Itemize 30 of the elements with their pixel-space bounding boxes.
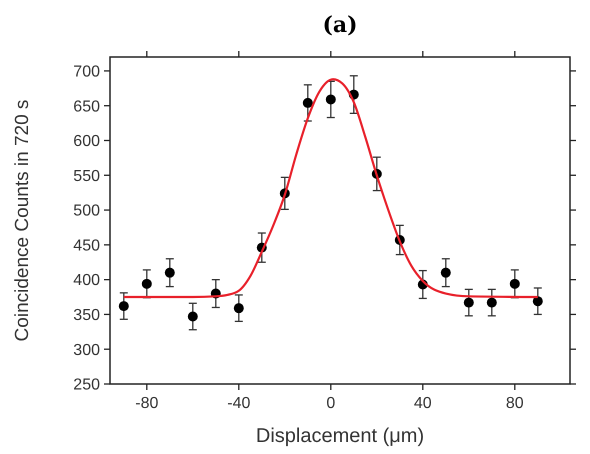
point — [532, 296, 543, 306]
y-tick-label: 550 — [73, 168, 100, 185]
y-tick-label: 600 — [73, 133, 100, 150]
y-tick-label: 350 — [73, 307, 100, 324]
y-tick-label: 400 — [73, 272, 100, 290]
point — [234, 303, 244, 314]
y-tick-label: 500 — [73, 202, 100, 220]
point — [302, 98, 313, 108]
y-tick-label: 650 — [73, 98, 100, 116]
point — [510, 278, 520, 289]
point — [118, 301, 129, 312]
y-tick-label: 250 — [73, 376, 100, 394]
x-tick-label: 0 — [326, 395, 336, 412]
point — [326, 94, 336, 104]
point — [440, 268, 451, 278]
point — [142, 278, 152, 289]
point — [188, 312, 198, 322]
point — [486, 298, 497, 308]
y-axis-title: Coincidence Counts in 720 s — [12, 100, 33, 342]
y-tick-label: 700 — [73, 64, 100, 81]
x-axis-title: Displacement (μm) — [256, 425, 424, 447]
x-tick-label: 40 — [414, 395, 432, 412]
y-tick-label: 450 — [73, 237, 100, 254]
x-tick-label: -80 — [135, 395, 158, 412]
x-tick-label: -40 — [227, 395, 250, 412]
point — [464, 298, 474, 308]
y-tick-label: 300 — [73, 342, 100, 359]
chart-title: (a) — [322, 12, 358, 38]
point — [164, 268, 175, 278]
x-tick-label: 80 — [506, 395, 524, 412]
